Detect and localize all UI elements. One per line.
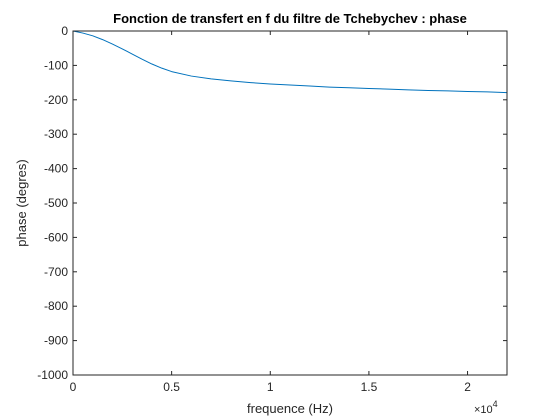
x-tick-label: 0.5	[163, 380, 180, 394]
y-tick-label: 0	[61, 24, 68, 38]
y-tick-label: -300	[44, 127, 68, 141]
x-axis-exponent-power: 4	[493, 399, 498, 409]
y-tick-label: -600	[44, 230, 68, 244]
x-axis-exponent-base: ×10	[474, 404, 493, 416]
y-tick-label: -100	[44, 58, 68, 72]
y-tick-label: -500	[44, 196, 68, 210]
x-tick-label: 2	[464, 380, 471, 394]
ticks: 0 0.5 1 1.5 2 0 -100 -200 -300 -400 -500 -600 -700 -8…	[37, 24, 507, 394]
y-tick-label: -800	[44, 299, 68, 313]
chart-title: Fonction de transfert en f du filtre de …	[113, 11, 467, 26]
x-tick-label: 0	[70, 380, 77, 394]
x-tick-label: 1	[267, 380, 274, 394]
y-axis-label: phase (degres)	[14, 159, 29, 246]
x-tick-label: 1.5	[361, 380, 378, 394]
y-tick-label: -900	[44, 334, 68, 348]
y-tick-label: -700	[44, 265, 68, 279]
y-tick-label: -200	[44, 93, 68, 107]
x-axis-label: frequence (Hz)	[247, 401, 333, 416]
series-line	[72, 30, 508, 94]
y-tick-label: -400	[44, 162, 68, 176]
axes-box	[72, 30, 508, 376]
y-tick-label: -1000	[37, 368, 68, 382]
x-axis-exponent: ×104	[474, 399, 498, 416]
axes-background	[73, 31, 507, 375]
